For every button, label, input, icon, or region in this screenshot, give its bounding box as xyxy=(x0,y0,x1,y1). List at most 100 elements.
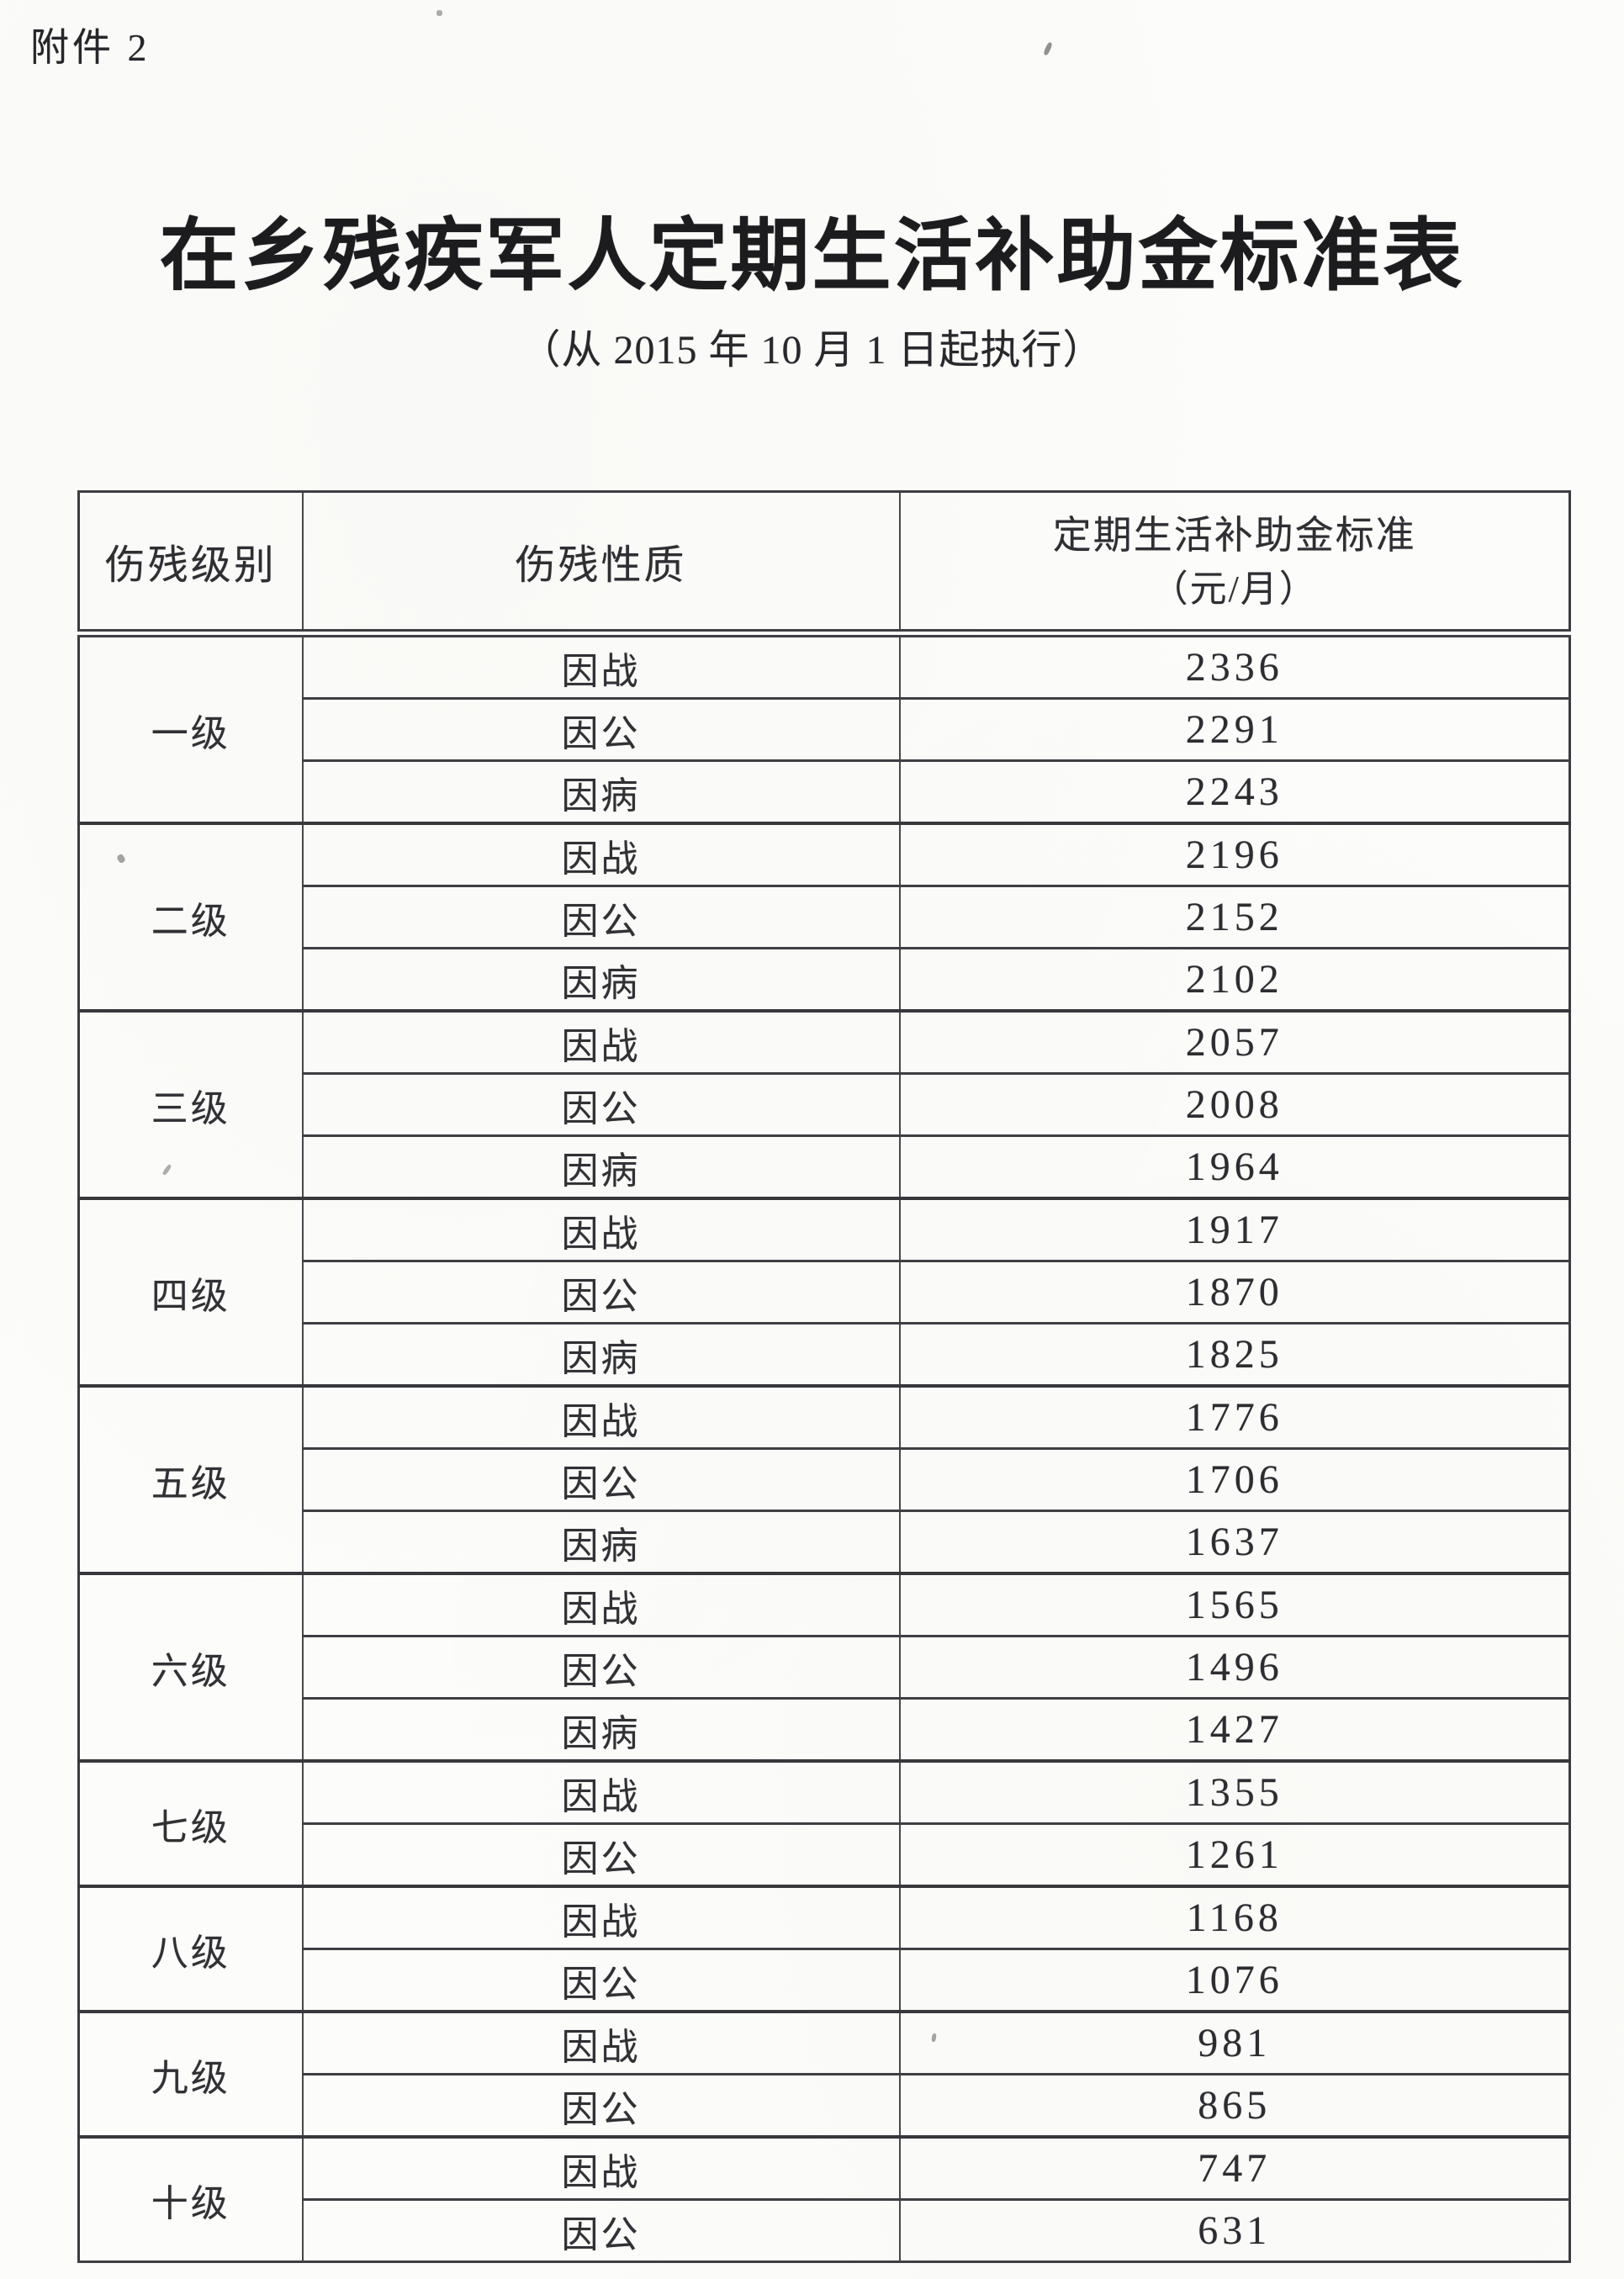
disability-nature-cell: 因战 xyxy=(301,1572,901,1637)
scan-artifact xyxy=(436,10,442,16)
disability-level-cell: 五级 xyxy=(77,1384,304,1575)
subsidy-amount-cell: 1355 xyxy=(898,1759,1571,1825)
subsidy-amount-cell: 1776 xyxy=(898,1384,1571,1450)
table-row: 八级 因战 1168 xyxy=(77,1885,1571,2013)
disability-nature-cell: 因公 xyxy=(301,1447,901,1512)
subsidy-amount-cell: 747 xyxy=(898,2135,1571,2201)
disability-level-cell: 一级 xyxy=(77,632,304,825)
disability-nature-cell: 因战 xyxy=(301,2135,901,2201)
table-row: 六级 因战 1565 xyxy=(77,1572,1571,1763)
subsidy-amount-cell: 1825 xyxy=(898,1322,1571,1388)
disability-level-cell: 三级 xyxy=(77,1009,304,1200)
subsidy-amount-cell: 2102 xyxy=(898,947,1571,1013)
header-disability-nature: 伤残性质 xyxy=(301,490,901,637)
scan-artifact xyxy=(1043,41,1053,56)
table-row: 因公 1261 xyxy=(79,1822,1571,1888)
disability-nature-cell: 因病 xyxy=(301,1322,901,1388)
table-row: 因公 2152 xyxy=(79,885,1571,949)
effective-date-subtitle: （从 2015 年 10 月 1 日起执行） xyxy=(520,328,1104,373)
disability-nature-cell: 因公 xyxy=(301,1260,901,1325)
disability-nature-cell: 因公 xyxy=(301,1635,901,1700)
disability-level-cell: 二级 xyxy=(77,822,304,1013)
disability-level-cell: 八级 xyxy=(77,1885,304,2013)
subsidy-amount-cell: 2057 xyxy=(898,1009,1571,1075)
disability-nature-cell: 因战 xyxy=(301,632,901,700)
subsidy-amount-cell: 2008 xyxy=(898,1072,1571,1137)
table-row: 因公 2291 xyxy=(79,697,1571,762)
table-row: 因公 1076 xyxy=(79,1948,1571,2013)
subsidy-amount-cell: 2152 xyxy=(898,885,1571,949)
disability-nature-cell: 因公 xyxy=(301,2073,901,2139)
subsidy-amount-cell: 2336 xyxy=(898,632,1571,700)
disability-nature-cell: 因公 xyxy=(301,1948,901,2013)
disability-level-cell: 七级 xyxy=(77,1759,304,1888)
subsidy-amount-cell: 631 xyxy=(898,2198,1571,2263)
disability-level-cell: 六级 xyxy=(77,1572,304,1763)
disability-nature-cell: 因战 xyxy=(301,1759,901,1825)
subsidy-amount-cell: 1427 xyxy=(898,1697,1571,1763)
subsidy-amount-cell: 981 xyxy=(898,2010,1571,2075)
disability-nature-cell: 因战 xyxy=(301,822,901,887)
disability-nature-cell: 因公 xyxy=(301,1822,901,1888)
disability-nature-cell: 因战 xyxy=(301,2010,901,2075)
disability-nature-cell: 因公 xyxy=(301,697,901,762)
subsidy-amount-cell: 1076 xyxy=(898,1948,1571,2013)
disability-level-cell: 九级 xyxy=(77,2010,304,2139)
disability-nature-cell: 因公 xyxy=(301,2198,901,2263)
disability-nature-cell: 因病 xyxy=(301,1510,901,1575)
table-row: 九级 因战 981 xyxy=(77,2010,1571,2139)
subsidy-amount-cell: 1565 xyxy=(898,1572,1571,1637)
table-row: 二级 因战 2196 xyxy=(77,822,1571,1013)
subsidy-amount-cell: 1261 xyxy=(898,1822,1571,1888)
disability-nature-cell: 因病 xyxy=(301,759,901,825)
disability-level-cell: 四级 xyxy=(77,1197,304,1388)
table-row: 因公 1496 xyxy=(79,1635,1571,1700)
subsidy-amount-cell: 1964 xyxy=(898,1134,1571,1200)
attachment-label: 附件 2 xyxy=(30,26,151,69)
subsidy-amount-cell: 865 xyxy=(898,2073,1571,2139)
disability-nature-cell: 因战 xyxy=(301,1009,901,1075)
disability-nature-cell: 因战 xyxy=(301,1384,901,1450)
disability-nature-cell: 因战 xyxy=(301,1197,901,1262)
table-row: 因病 2102 xyxy=(79,947,1571,1013)
subsidy-amount-cell: 1496 xyxy=(898,1635,1571,1700)
disability-nature-cell: 因病 xyxy=(301,1697,901,1763)
disability-level-cell: 十级 xyxy=(77,2135,304,2263)
subsidy-amount-cell: 1168 xyxy=(898,1885,1571,1950)
table-row: 五级 因战 1776 xyxy=(77,1384,1571,1575)
table-row: 因病 1637 xyxy=(79,1510,1571,1575)
subsidy-amount-cell: 1706 xyxy=(898,1447,1571,1512)
table-row: 四级 因战 1917 xyxy=(77,1197,1571,1388)
table-header-row: 伤残级别 伤残性质 定期生活补助金标准 （元/月） xyxy=(77,490,1571,637)
table-row: 因公 1870 xyxy=(79,1260,1571,1325)
subsidy-standard-table: 伤残级别 伤残性质 定期生活补助金标准 （元/月） 一级 因战 2336 因公 2291… xyxy=(77,490,1571,2263)
table-row: 因病 1825 xyxy=(79,1322,1571,1388)
subsidy-amount-cell: 1637 xyxy=(898,1510,1571,1575)
subsidy-amount-cell: 2291 xyxy=(898,697,1571,762)
table-row: 三级 因战 2057 xyxy=(77,1009,1571,1200)
disability-nature-cell: 因病 xyxy=(301,1134,901,1200)
subsidy-amount-cell: 2196 xyxy=(898,822,1571,887)
table-row: 一级 因战 2336 xyxy=(77,632,1571,825)
table-row: 因公 1706 xyxy=(79,1447,1571,1512)
table-body: 一级 因战 2336 因公 2291 因病 2243 二级 因战 2196 因公 2152 因病 2102… xyxy=(77,632,1571,2263)
table-row: 七级 因战 1355 xyxy=(77,1759,1571,1888)
header-disability-level: 伤残级别 xyxy=(77,490,304,637)
table-row: 因公 865 xyxy=(79,2073,1571,2139)
subsidy-amount-cell: 1917 xyxy=(898,1197,1571,1262)
disability-nature-cell: 因战 xyxy=(301,1885,901,1950)
subsidy-amount-cell: 1870 xyxy=(898,1260,1571,1325)
page-title: 在乡残疾军人定期生活补助金标准表 xyxy=(159,213,1465,300)
table-row: 十级 因战 747 xyxy=(77,2135,1571,2263)
disability-nature-cell: 因公 xyxy=(301,885,901,949)
header-subsidy-standard-line1: 定期生活补助金标准 xyxy=(1052,513,1416,557)
table-row: 因病 1427 xyxy=(79,1697,1571,1763)
header-subsidy-standard: 定期生活补助金标准 （元/月） xyxy=(898,490,1571,637)
table-row: 因病 1964 xyxy=(79,1134,1571,1200)
subsidy-amount-cell: 2243 xyxy=(898,759,1571,825)
table-row: 因公 631 xyxy=(79,2198,1571,2263)
table-row: 因公 2008 xyxy=(79,1072,1571,1137)
disability-nature-cell: 因病 xyxy=(301,947,901,1013)
header-subsidy-standard-line2: （元/月） xyxy=(1151,568,1318,610)
